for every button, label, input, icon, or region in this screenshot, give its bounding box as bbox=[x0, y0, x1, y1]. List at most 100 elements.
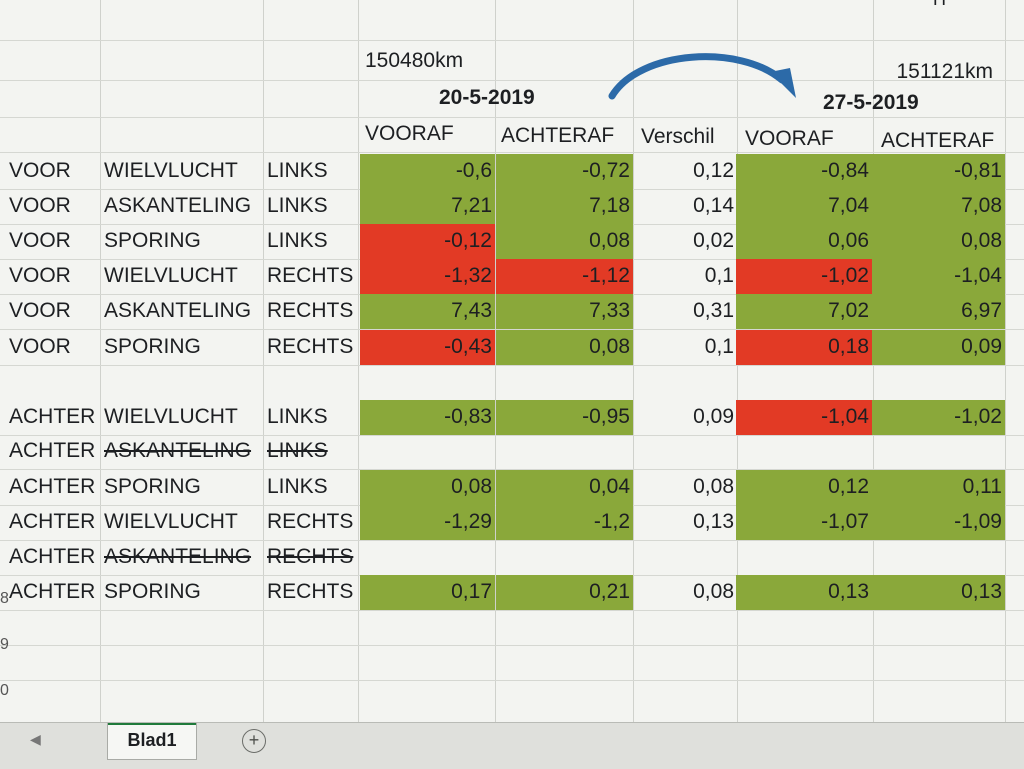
cell-meas[interactable]: SPORING bbox=[104, 229, 201, 252]
cell-v2[interactable]: 7,02 bbox=[736, 294, 872, 329]
spreadsheet-grid[interactable]: 150480km 151121km 20-5-2019 27-5-2019 VO… bbox=[0, 0, 1024, 722]
cell-v1[interactable] bbox=[360, 434, 495, 469]
cell-a1[interactable]: -0,95 bbox=[496, 400, 633, 435]
cell-d[interactable] bbox=[634, 540, 737, 575]
cell-a2[interactable] bbox=[872, 434, 1005, 469]
cell-d[interactable]: 0,1 bbox=[704, 335, 734, 358]
cell-side[interactable]: LINKS bbox=[267, 229, 328, 252]
cell-v2[interactable]: -0,84 bbox=[736, 154, 872, 189]
cell-side[interactable]: LINKS bbox=[267, 159, 328, 182]
cell-v2[interactable]: 0,18 bbox=[736, 330, 872, 365]
cell-meas[interactable]: ASKANTELING bbox=[104, 439, 252, 462]
cell-meas[interactable]: SPORING bbox=[104, 580, 201, 603]
cell-meas[interactable]: WIELVLUCHT bbox=[104, 264, 238, 287]
cell-v2[interactable]: 0,13 bbox=[736, 575, 872, 610]
cell-d[interactable]: 0,12 bbox=[693, 159, 734, 182]
cell-a1[interactable] bbox=[496, 434, 633, 469]
cell-pos[interactable]: VOOR bbox=[9, 264, 71, 287]
cell-d[interactable]: 0,08 bbox=[693, 475, 734, 498]
cell-v1[interactable]: -1,29 bbox=[360, 505, 495, 540]
cell-v2[interactable]: -1,07 bbox=[736, 505, 872, 540]
cell-pos[interactable]: VOOR bbox=[9, 335, 71, 358]
col-header-verschil[interactable]: Verschil bbox=[641, 125, 715, 148]
cell-side[interactable]: RECHTS bbox=[267, 264, 354, 287]
cell-meas[interactable]: ASKANTELING bbox=[104, 194, 252, 217]
cell-side[interactable]: LINKS bbox=[267, 194, 328, 217]
km-after[interactable]: 151121km bbox=[896, 60, 993, 83]
cell-d[interactable]: 0,09 bbox=[693, 405, 734, 428]
cell-side[interactable]: LINKS bbox=[267, 475, 328, 498]
cell-a1[interactable]: -0,72 bbox=[496, 154, 633, 189]
tab-blad1[interactable]: Blad1 bbox=[107, 723, 197, 760]
cell-d[interactable]: 0,13 bbox=[693, 510, 734, 533]
cell-d[interactable]: 0,08 bbox=[693, 580, 734, 603]
cell-a1[interactable]: 7,18 bbox=[496, 189, 633, 224]
cell-a2[interactable]: -1,09 bbox=[872, 505, 1005, 540]
cell-side[interactable]: RECHTS bbox=[267, 545, 354, 568]
cell-pos[interactable]: VOOR bbox=[9, 194, 71, 217]
cell-v2[interactable]: -1,02 bbox=[736, 259, 872, 294]
cell-a2[interactable]: -1,02 bbox=[872, 400, 1005, 435]
col-header-achteraf-2[interactable]: ACHTERAF bbox=[881, 129, 995, 152]
cell-v1[interactable] bbox=[360, 540, 495, 575]
date-after[interactable]: 27-5-2019 bbox=[823, 91, 919, 114]
cell-v2[interactable]: -1,04 bbox=[736, 400, 872, 435]
cell-d[interactable]: 0,1 bbox=[704, 264, 734, 287]
cell-a1[interactable]: 0,08 bbox=[496, 330, 633, 365]
cell-v1[interactable]: 7,21 bbox=[360, 189, 495, 224]
cell-meas[interactable]: WIELVLUCHT bbox=[104, 405, 238, 428]
cell-v2[interactable]: 7,04 bbox=[736, 189, 872, 224]
cell-meas[interactable]: WIELVLUCHT bbox=[104, 159, 238, 182]
cell-a2[interactable]: 0,08 bbox=[872, 224, 1005, 259]
cell-pos[interactable]: ACHTER bbox=[9, 580, 96, 603]
cell-side[interactable]: RECHTS bbox=[267, 580, 354, 603]
cell-v2[interactable]: 0,06 bbox=[736, 224, 872, 259]
cell-side[interactable]: RECHTS bbox=[267, 299, 354, 322]
cell-a2[interactable]: 0,11 bbox=[872, 470, 1005, 505]
cell-v2[interactable] bbox=[736, 434, 872, 469]
cell-a2[interactable]: 0,09 bbox=[872, 330, 1005, 365]
tab-scroll-left-icon[interactable]: ◀ bbox=[30, 731, 41, 747]
cell-v1[interactable]: 0,08 bbox=[360, 470, 495, 505]
cell-pos[interactable]: VOOR bbox=[9, 229, 71, 252]
cell-pos[interactable]: VOOR bbox=[9, 299, 71, 322]
cell-v2[interactable] bbox=[736, 540, 872, 575]
cell-a2[interactable]: 7,08 bbox=[872, 189, 1005, 224]
cell-side[interactable]: RECHTS bbox=[267, 335, 354, 358]
cell-d[interactable]: 0,02 bbox=[693, 229, 734, 252]
cell-v1[interactable]: -1,32 bbox=[360, 259, 495, 294]
cell-v1[interactable]: -0,12 bbox=[360, 224, 495, 259]
cell-a2[interactable] bbox=[872, 540, 1005, 575]
cell-side[interactable]: RECHTS bbox=[267, 510, 354, 533]
cell-v1[interactable]: -0,83 bbox=[360, 400, 495, 435]
cell-a1[interactable]: 0,08 bbox=[496, 224, 633, 259]
cell-meas[interactable]: ASKANTELING bbox=[104, 545, 252, 568]
cell-a2[interactable]: -0,81 bbox=[872, 154, 1005, 189]
cell-side[interactable]: LINKS bbox=[267, 439, 328, 462]
cell-pos[interactable]: VOOR bbox=[9, 159, 71, 182]
cell-a1[interactable] bbox=[496, 540, 633, 575]
cell-side[interactable]: LINKS bbox=[267, 405, 328, 428]
cell-d[interactable]: 0,31 bbox=[693, 299, 734, 322]
cell-v1[interactable]: 7,43 bbox=[360, 294, 495, 329]
col-header-vooraf-1[interactable]: VOORAF bbox=[365, 122, 454, 145]
cell-a1[interactable]: -1,12 bbox=[496, 259, 633, 294]
cell-d[interactable]: 0,14 bbox=[693, 194, 734, 217]
cell-a1[interactable]: -1,2 bbox=[496, 505, 633, 540]
col-header-achteraf-1[interactable]: ACHTERAF bbox=[501, 124, 615, 147]
cell-meas[interactable]: WIELVLUCHT bbox=[104, 510, 238, 533]
cell-a1[interactable]: 7,33 bbox=[496, 294, 633, 329]
cell-v1[interactable]: -0,43 bbox=[360, 330, 495, 365]
cell-meas[interactable]: ASKANTELING bbox=[104, 299, 252, 322]
col-header-vooraf-2[interactable]: VOORAF bbox=[745, 127, 834, 150]
cell-d[interactable] bbox=[634, 434, 737, 469]
cell-pos[interactable]: ACHTER bbox=[9, 475, 96, 498]
cell-a1[interactable]: 0,21 bbox=[496, 575, 633, 610]
add-sheet-button[interactable]: + bbox=[242, 729, 266, 753]
cell-pos[interactable]: ACHTER bbox=[9, 545, 96, 568]
cell-v1[interactable]: 0,17 bbox=[360, 575, 495, 610]
cell-a2[interactable]: -1,04 bbox=[872, 259, 1005, 294]
cell-pos[interactable]: ACHTER bbox=[9, 405, 96, 428]
cell-pos[interactable]: ACHTER bbox=[9, 439, 96, 462]
cell-a2[interactable]: 0,13 bbox=[872, 575, 1005, 610]
